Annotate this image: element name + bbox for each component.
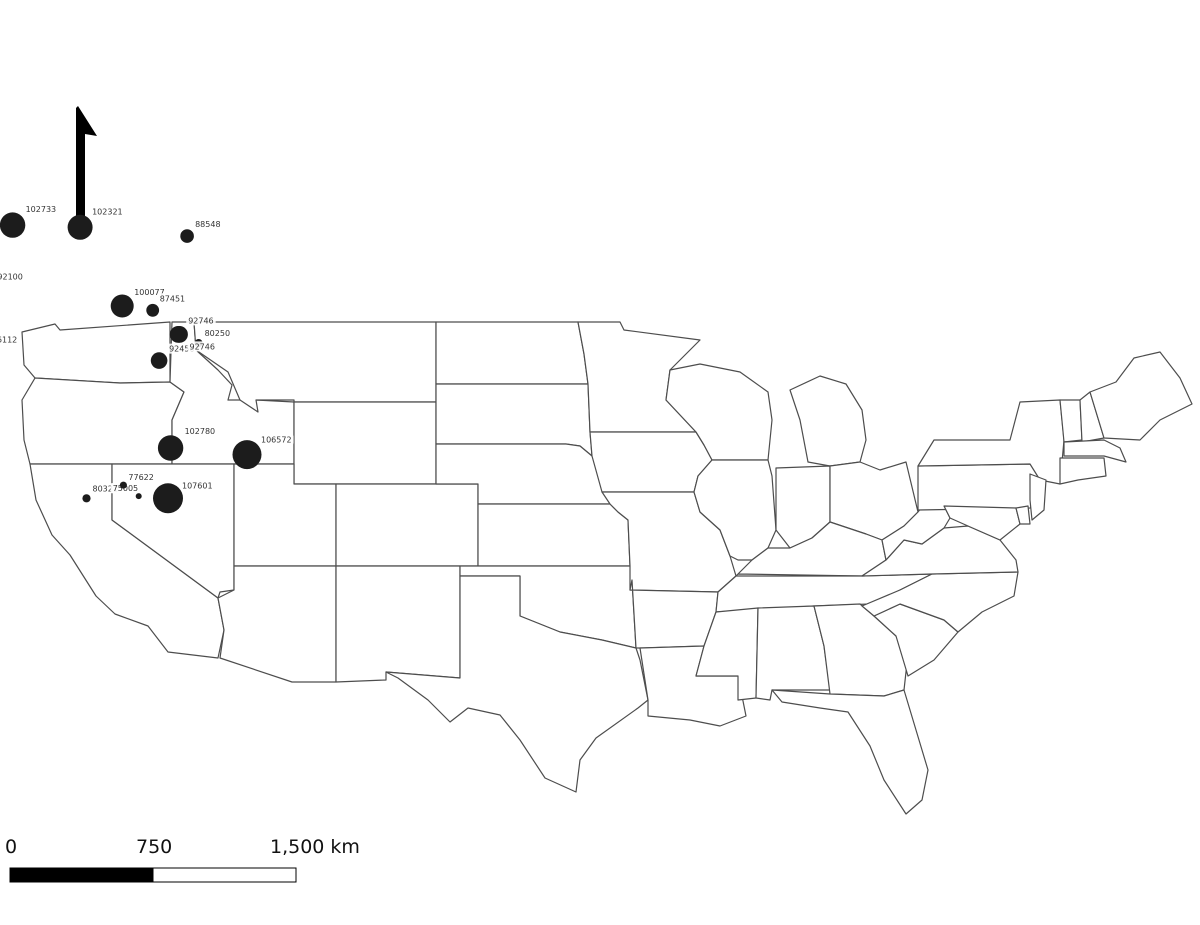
state-pennsylvania [917, 463, 1045, 511]
state-new-mexico [335, 565, 461, 683]
state-washington [21, 321, 171, 384]
state-maine [1089, 351, 1193, 441]
marker-label: 80321 [93, 484, 118, 493]
marker-label: 92100 [0, 273, 23, 282]
marker-label: 88548 [195, 220, 220, 229]
marker-label: 102733 [26, 205, 57, 214]
state-north-dakota [435, 321, 589, 385]
marker-label-background [259, 434, 294, 445]
state-colorado [335, 483, 479, 567]
marker-point[interactable] [135, 493, 142, 500]
marker-label-background [0, 271, 25, 282]
marker-label: 100077 [134, 288, 165, 297]
state-kansas [477, 503, 631, 567]
marker-label: 102780 [185, 427, 216, 436]
scale-bar-segment-black [9, 867, 154, 883]
marker-point[interactable] [82, 494, 91, 503]
marker-label: 92458 [169, 345, 194, 354]
marker-label-background [193, 219, 223, 230]
marker-label-background [157, 293, 188, 304]
marker-point[interactable] [150, 352, 168, 369]
marker-label-background [126, 472, 156, 483]
scale-bar-segment-white [152, 867, 297, 883]
scale-label-0: 0 [5, 836, 17, 858]
marker-point[interactable] [146, 303, 160, 317]
marker-label: 92746 [188, 316, 213, 325]
marker-label: 106572 [261, 436, 292, 445]
state-illinois [693, 459, 777, 561]
marker-label: 102321 [92, 207, 123, 216]
marker-label-background [182, 426, 218, 436]
marker-label: 87451 [160, 294, 185, 303]
state-arizona [217, 565, 337, 683]
marker-point[interactable] [119, 481, 127, 489]
marker-label-background [180, 480, 215, 491]
marker-label-background [187, 341, 217, 352]
state-north-carolina [861, 571, 1019, 633]
marker-label-background [202, 328, 233, 339]
marker-point[interactable] [171, 326, 188, 343]
scale-label-750: 750 [136, 836, 172, 858]
marker-point[interactable] [0, 212, 26, 238]
state-kentucky [735, 521, 887, 577]
scale-bar: 0 750 1,500 km [5, 836, 360, 883]
north-arrow-icon [76, 106, 97, 216]
marker-label: 92746 [190, 342, 215, 351]
marker-point[interactable] [232, 440, 262, 470]
scale-label-1500: 1,500 km [270, 836, 360, 858]
marker-label-background [90, 206, 125, 217]
marker-label: 77622 [128, 473, 153, 482]
marker-label-background [0, 334, 20, 345]
marker-label-background [110, 483, 141, 494]
state-iowa [589, 431, 713, 493]
marker-point[interactable] [67, 214, 93, 240]
marker-point[interactable] [153, 483, 183, 514]
state-michigan [789, 375, 867, 467]
marker-point[interactable] [110, 294, 134, 318]
state-delaware [1015, 505, 1031, 525]
state-wyoming [293, 401, 437, 485]
state-new-jersey [1029, 473, 1047, 521]
marker-label: 107601 [182, 481, 213, 490]
marker-label: 80250 [205, 329, 230, 338]
state-connecticut-rhode-island [1059, 457, 1107, 485]
states-layer [21, 321, 1193, 815]
state-florida [771, 689, 929, 815]
marker-label-background [186, 315, 216, 326]
marker-point[interactable] [180, 229, 194, 243]
marker-label-background [23, 204, 59, 215]
state-texas [385, 575, 649, 793]
marker-label: 86112 [0, 336, 17, 345]
state-vermont [1059, 399, 1083, 443]
marker-label: 75005 [113, 484, 138, 493]
marker-point[interactable] [157, 435, 184, 461]
state-massachusetts [1063, 439, 1127, 463]
